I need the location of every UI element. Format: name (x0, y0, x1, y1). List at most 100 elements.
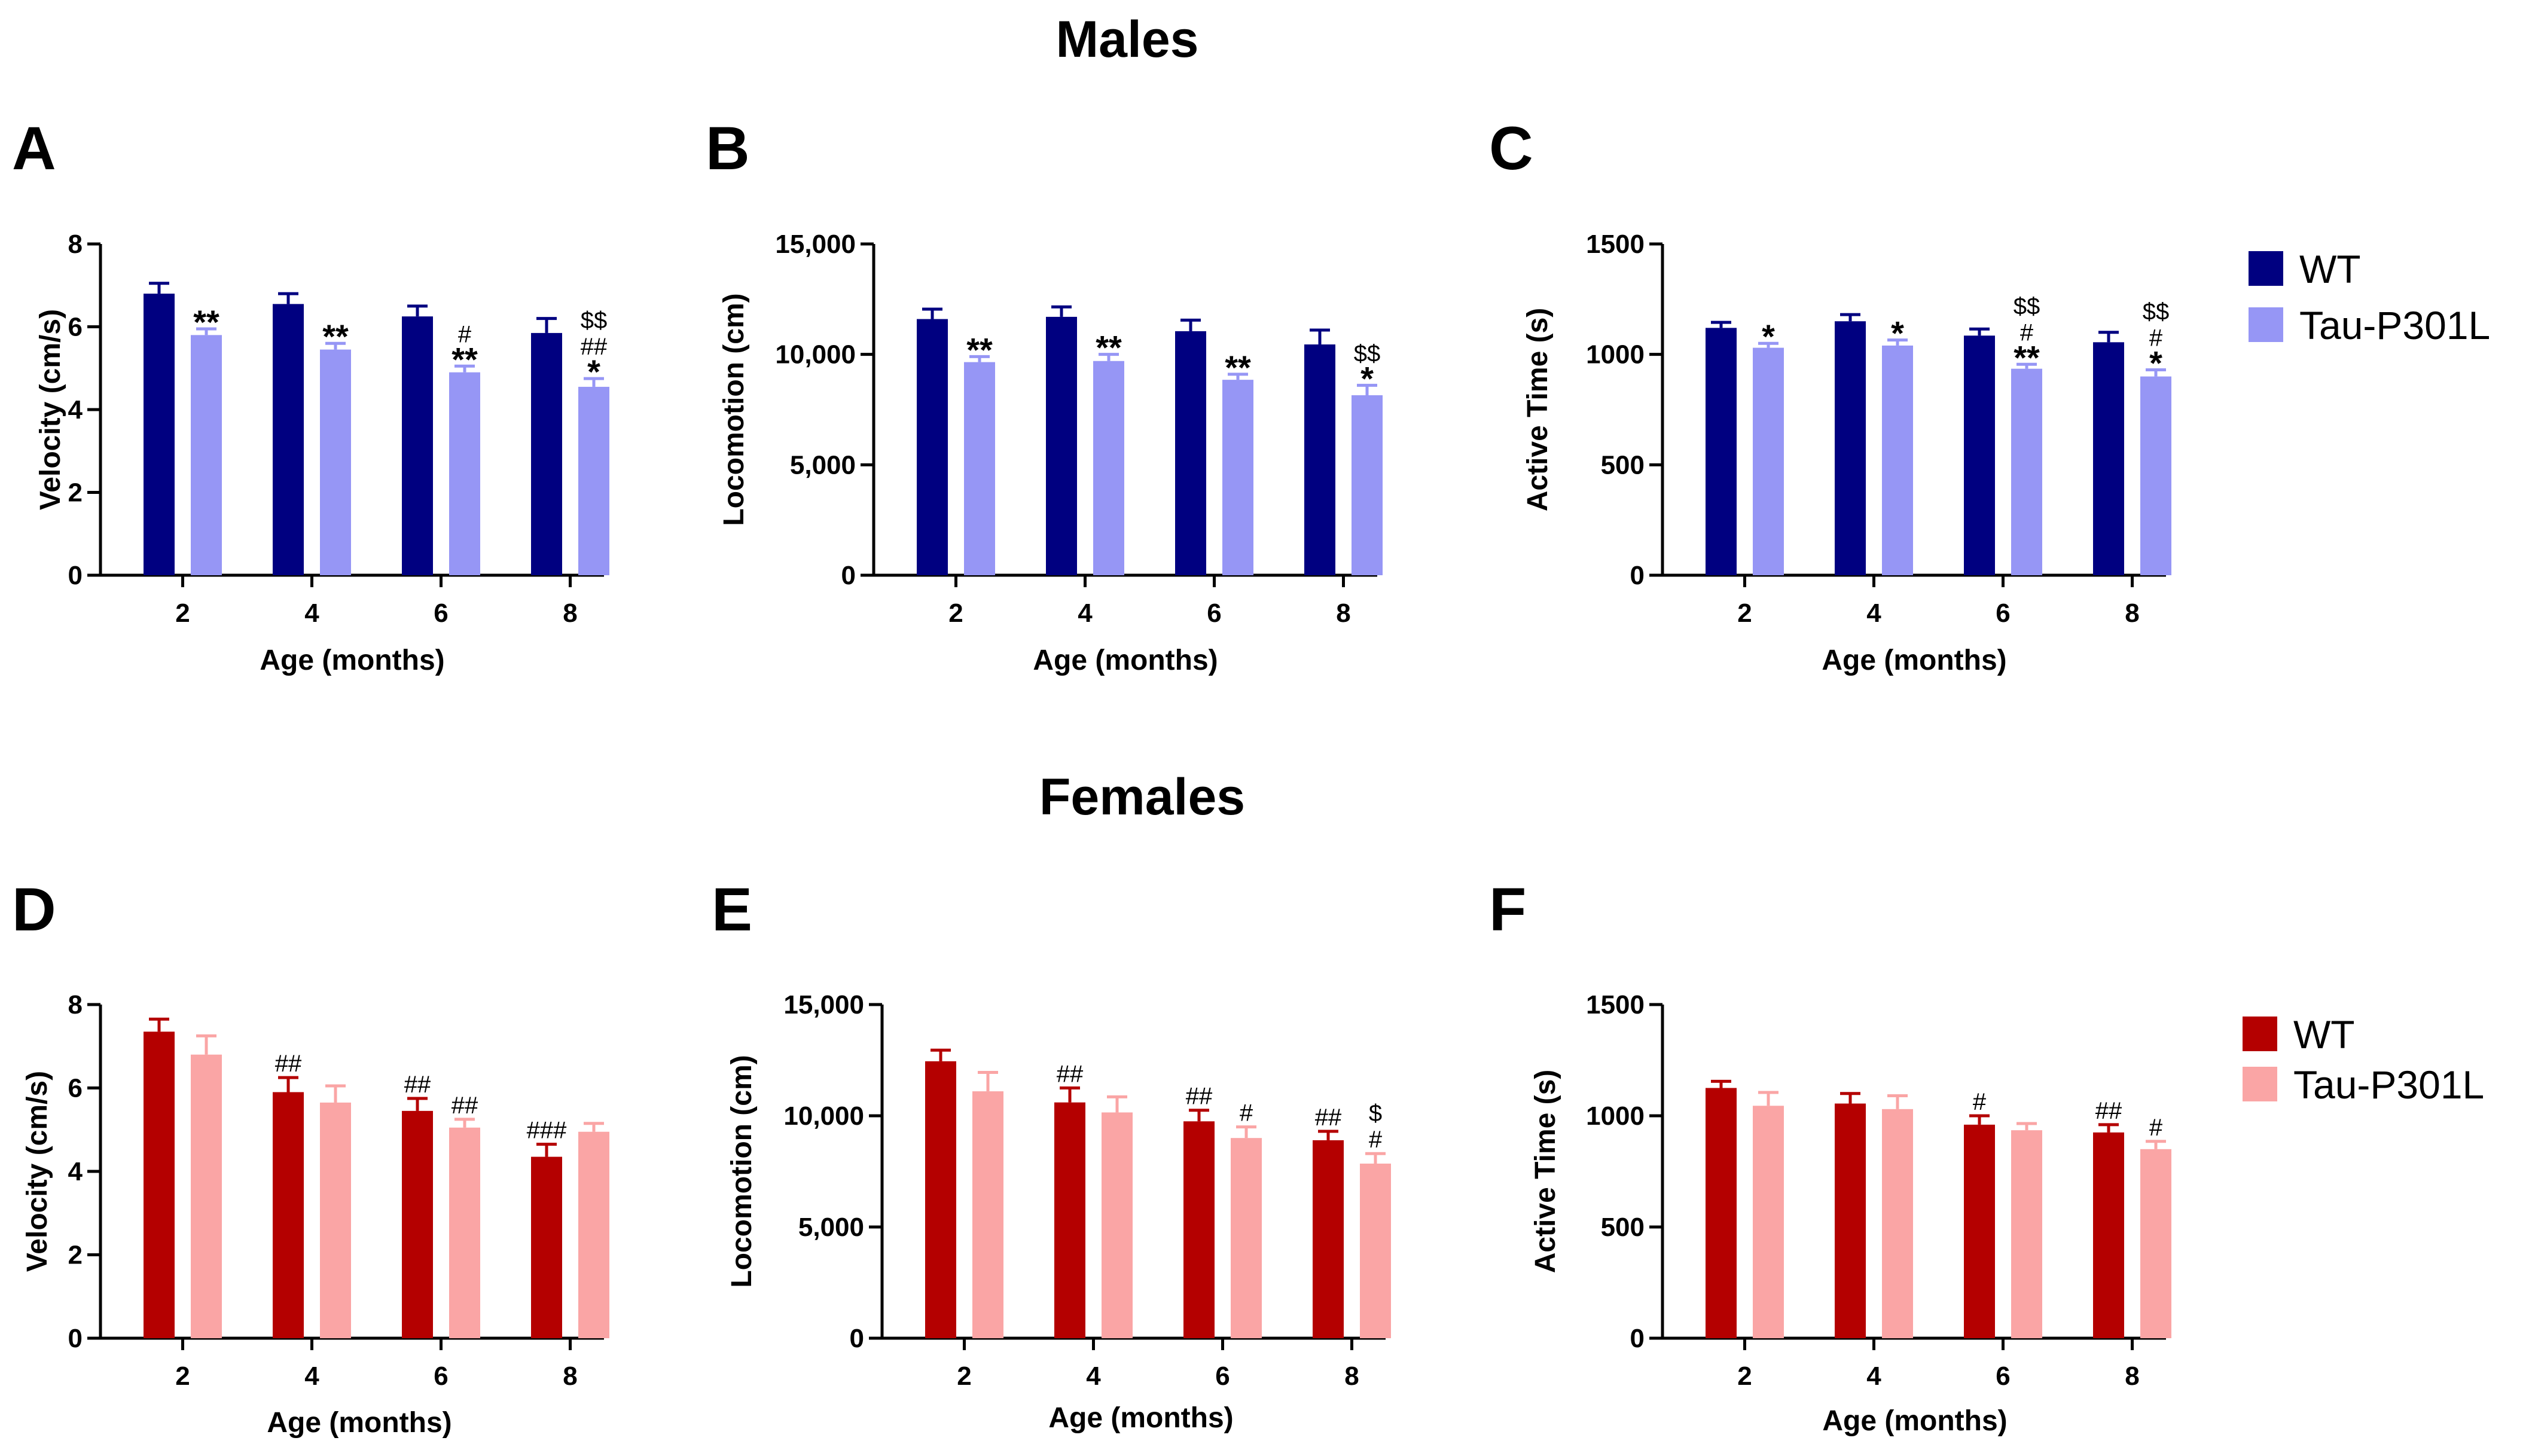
x-tick-label: 2 (948, 599, 963, 628)
y-tick-label: 5,000 (798, 1213, 864, 1242)
significance-label: * (1891, 315, 1904, 352)
x-tick-label: 2 (957, 1362, 971, 1391)
bar-wt (402, 1110, 433, 1338)
y-tick-label: 6 (68, 313, 83, 342)
bar-tau (449, 1127, 480, 1338)
significance-label: ** (193, 303, 219, 341)
significance-label: * (587, 353, 600, 390)
y-tick-label: 15,000 (783, 990, 864, 1019)
legend-swatch-male-wt (2249, 251, 2283, 286)
bar-wt (1835, 321, 1866, 575)
x-tick-label: 6 (1996, 599, 2010, 628)
bar-tau (578, 1131, 609, 1338)
panel-letter-c: C (1489, 114, 1533, 182)
significance-label: # (2149, 1115, 2163, 1141)
bar-tau (1753, 1106, 1784, 1338)
significance-label: $$ (1354, 340, 1381, 367)
significance-label: * (1762, 318, 1775, 355)
bar-wt (917, 319, 948, 575)
legend-swatch-female-wt (2243, 1017, 2277, 1051)
legend-label-male-wt: WT (2299, 247, 2361, 291)
significance-label: * (1360, 359, 1374, 397)
significance-label: ** (966, 331, 993, 368)
significance-label: ** (2014, 338, 2040, 376)
x-axis-label: Age (months) (1048, 1402, 1233, 1434)
x-tick-label: 8 (2125, 599, 2139, 628)
bar-tau (578, 386, 609, 575)
bar-tau (1222, 380, 1253, 575)
significance-label: $$ (2143, 299, 2170, 325)
x-axis-label: Age (months) (260, 645, 444, 676)
bar-tau (964, 362, 995, 575)
chart-panel-e: 0 5,000 10,000 15,000 Locomotion (cm) Age (mo… (726, 990, 1391, 1434)
x-tick-label: 8 (563, 1362, 577, 1391)
bar-tau (1882, 345, 1913, 575)
y-axis-label: Locomotion (cm) (726, 1055, 758, 1287)
y-tick-label: 10,000 (775, 340, 856, 370)
y-tick-label: 2 (68, 478, 83, 508)
y-tick-label: 0 (850, 1324, 864, 1353)
y-axis-label: Velocity (cm/s) (35, 309, 66, 510)
x-tick-label: 6 (1215, 1362, 1230, 1391)
legend-swatch-female-tau (2243, 1067, 2277, 1101)
bar-tau (972, 1091, 1003, 1338)
x-tick-label: 4 (1866, 1362, 1881, 1391)
significance-label: ## (452, 1092, 478, 1119)
significance-label: ** (452, 340, 478, 378)
significance-label: # (458, 321, 472, 347)
x-tick-label: 8 (1336, 599, 1350, 628)
y-tick-label: 8 (68, 990, 83, 1019)
bar-wt (1706, 328, 1737, 575)
y-tick-label: 6 (68, 1074, 83, 1103)
bar-wt (402, 316, 433, 575)
bar-wt (2093, 342, 2124, 575)
significance-label: ** (1225, 349, 1251, 386)
bar-wt (531, 1156, 562, 1338)
y-tick-label: 500 (1601, 1213, 1645, 1242)
y-tick-label: 10,000 (783, 1101, 864, 1131)
bar-wt (531, 332, 562, 575)
significance-label: * (2149, 344, 2162, 382)
bar-tau (1352, 395, 1383, 575)
bar-tau (449, 372, 480, 575)
significance-label: $$ (581, 307, 608, 334)
x-tick-label: 4 (1086, 1362, 1101, 1391)
x-tick-label: 2 (1737, 1362, 1752, 1391)
y-tick-label: 1500 (1586, 990, 1645, 1019)
y-tick-label: 15,000 (775, 230, 856, 259)
bar-wt (1964, 335, 1995, 575)
bar-tau (191, 335, 222, 575)
bar-tau (1093, 361, 1124, 575)
bar-wt (1706, 1088, 1737, 1338)
significance-label: # (1973, 1089, 1987, 1115)
y-tick-label: 5,000 (790, 450, 856, 480)
legend-label-male-tau: Tau-P301L (2299, 303, 2490, 347)
significance-label: $$ (2014, 293, 2040, 319)
panel-letter-e: E (712, 875, 752, 944)
significance-label: ## (1315, 1104, 1342, 1131)
x-tick-label: 8 (563, 599, 577, 628)
y-tick-label: 4 (68, 395, 83, 425)
bar-wt (144, 1031, 175, 1338)
x-tick-label: 2 (175, 1362, 190, 1391)
x-tick-label: 8 (1344, 1362, 1359, 1391)
x-tick-label: 2 (1737, 599, 1752, 628)
bar-tau (191, 1054, 222, 1338)
x-tick-label: 4 (1866, 599, 1881, 628)
bar-wt (1175, 331, 1206, 575)
bar-wt (273, 1092, 304, 1338)
bar-wt (925, 1061, 956, 1338)
panel-letter-a: A (12, 114, 56, 182)
x-axis-label: Age (months) (1033, 645, 1218, 676)
panel-letter-d: D (12, 875, 56, 944)
x-axis-label: Age (months) (267, 1407, 452, 1439)
x-axis-label: Age (months) (1822, 1405, 2007, 1437)
x-axis-label: Age (months) (1822, 645, 2006, 676)
bar-wt (1313, 1140, 1344, 1338)
y-tick-label: 0 (1630, 561, 1645, 590)
x-tick-label: 8 (2125, 1362, 2139, 1391)
bar-wt (1046, 316, 1077, 575)
y-tick-label: 0 (68, 1324, 83, 1353)
